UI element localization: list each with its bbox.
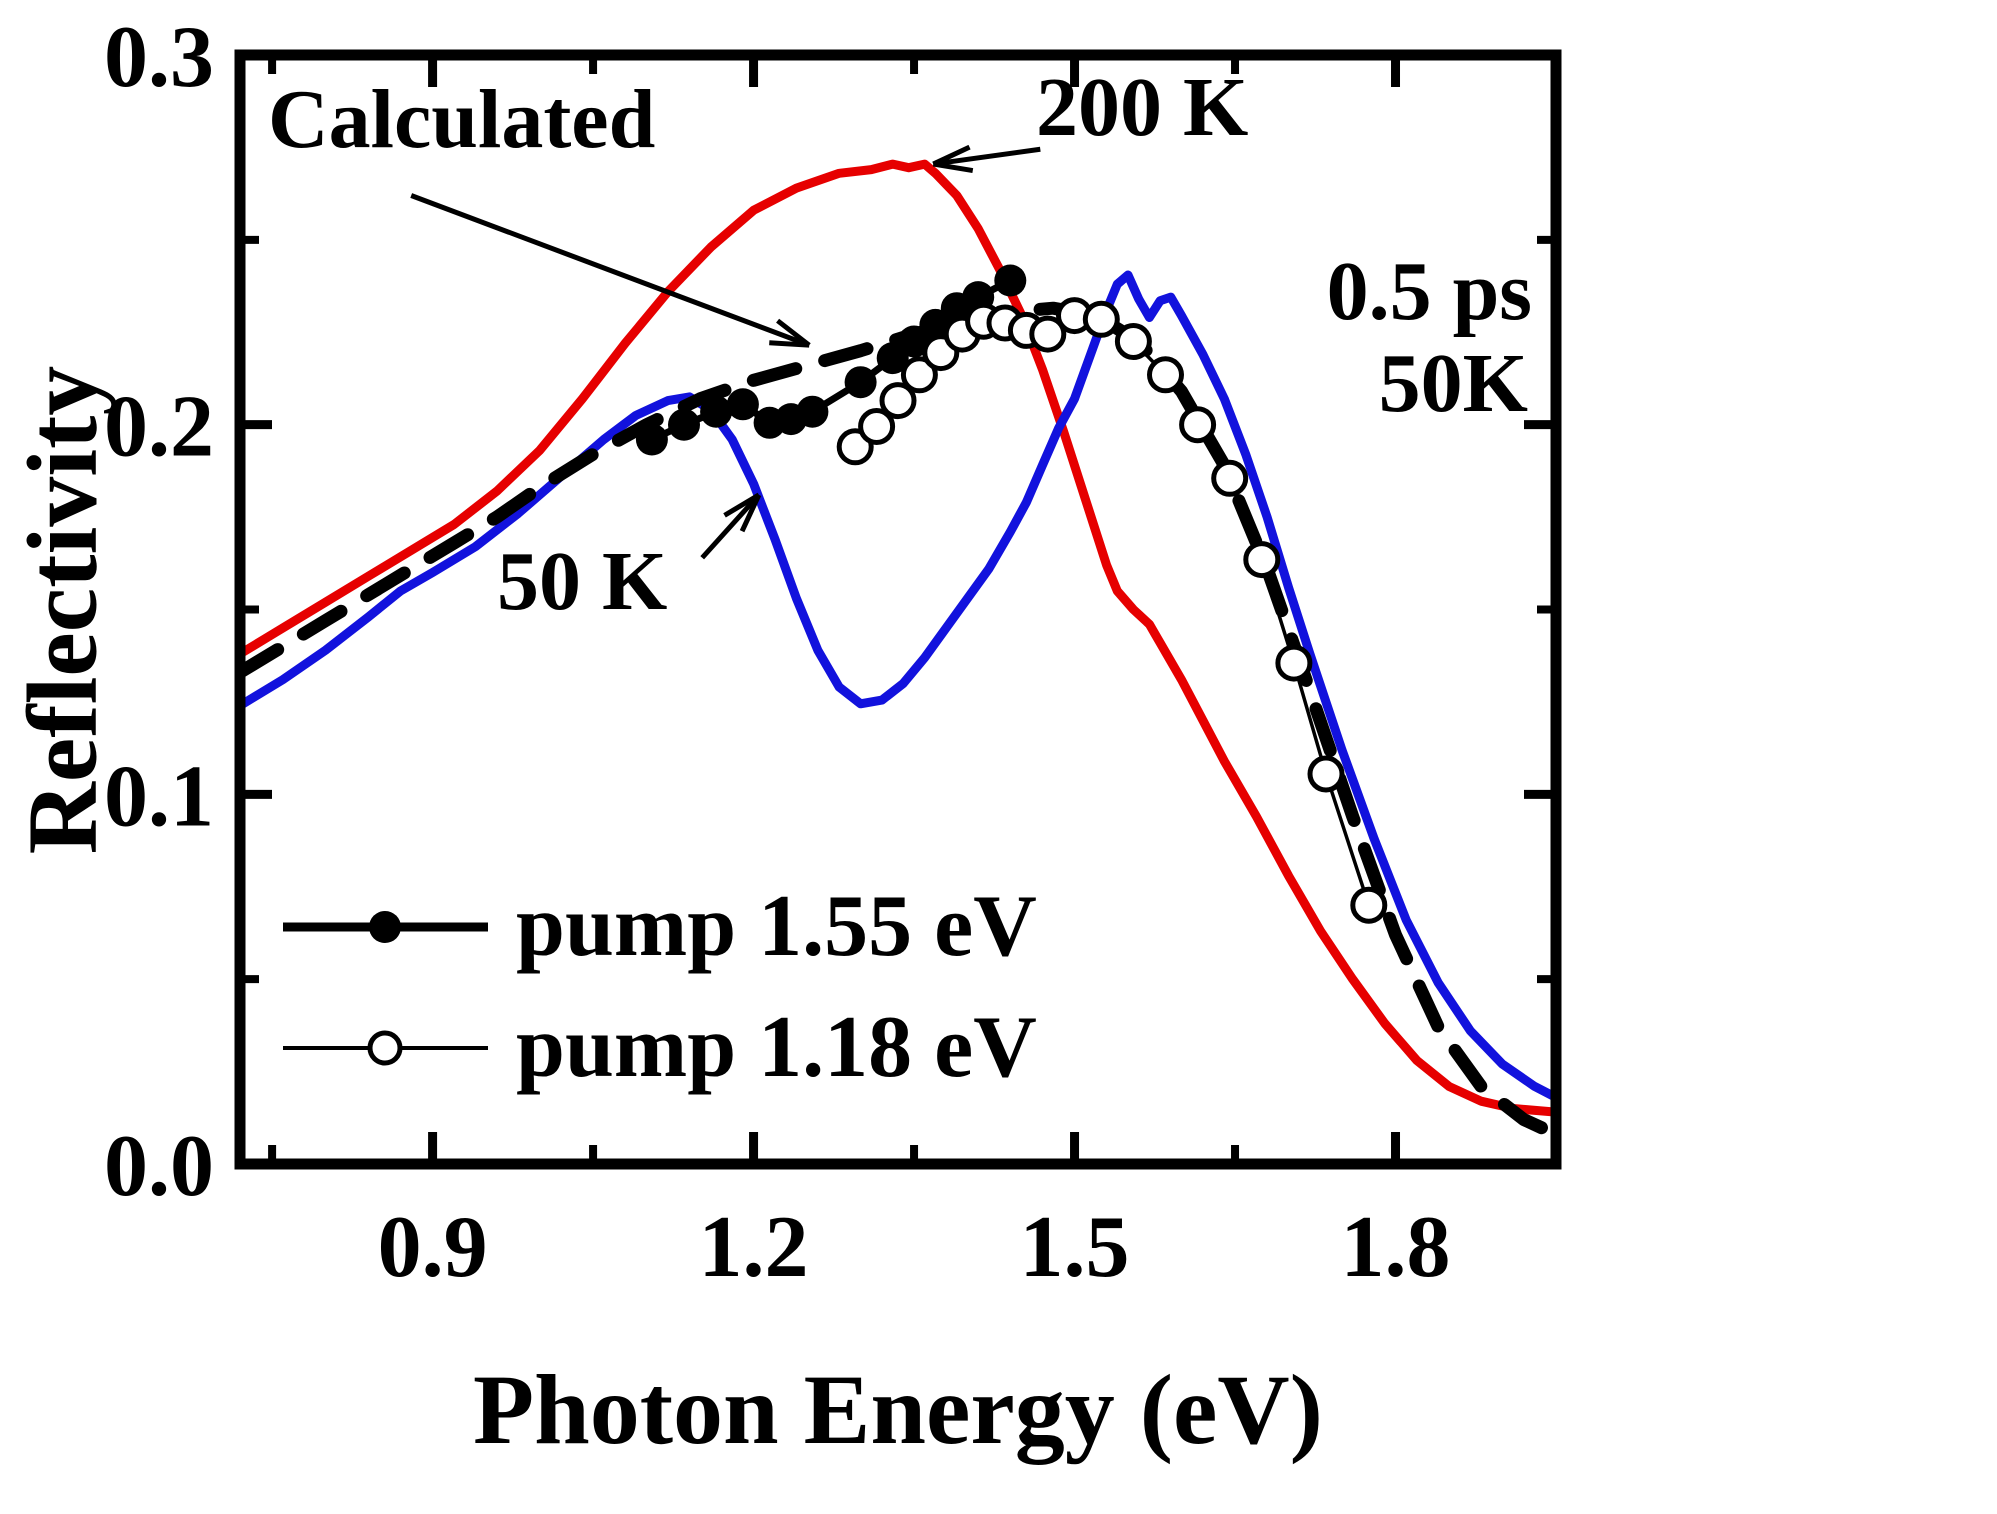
open-circle-marker — [1350, 886, 1388, 924]
filled-circle-marker — [994, 264, 1027, 297]
open-circle-marker — [1029, 315, 1067, 353]
axis-tick — [932, 146, 1041, 167]
y-tick-label: 0.0 — [104, 1118, 214, 1215]
axis-tick — [776, 318, 811, 348]
y-tick-label: 0.1 — [104, 748, 214, 845]
open-circle-marker — [858, 408, 896, 445]
open-circle-marker-icon — [283, 1030, 488, 1065]
y-axis-label: Reflectivity — [6, 365, 118, 855]
filled-circle-marker — [796, 395, 829, 428]
axis-tick — [700, 493, 761, 560]
open-circle-marker — [1114, 323, 1152, 360]
axis-tick — [932, 144, 971, 167]
y-tick-label: 0.3 — [104, 9, 214, 106]
x-tick-label: 0.9 — [378, 1199, 488, 1296]
x-tick-label: 1.2 — [699, 1199, 809, 1296]
filled-circle-marker — [726, 388, 759, 421]
x-tick-label: 1.8 — [1341, 1199, 1451, 1296]
legend-item-pump-155: pump 1.55 eV — [283, 876, 1037, 977]
series-curve-1 — [240, 270, 1556, 1102]
filled-circle-marker — [844, 366, 877, 399]
axis-tick — [723, 492, 761, 518]
legend-item-pump-118: pump 1.18 eV — [283, 997, 1037, 1098]
filled-circle-marker — [635, 423, 668, 456]
open-circle-marker — [1275, 644, 1313, 682]
open-circle-marker — [1243, 541, 1281, 579]
annotation-50k-curve: 50 K — [497, 535, 668, 628]
plot-frame — [234, 49, 1562, 1170]
open-circle-marker — [1179, 406, 1217, 444]
axis-tick — [739, 493, 762, 533]
annotation-pulse-width: 0.5 ps — [1326, 245, 1532, 338]
open-circle-marker — [1082, 300, 1120, 338]
x-tick-label: 1.5 — [1020, 1199, 1130, 1296]
open-circle-marker — [1147, 356, 1184, 394]
open-circle-marker — [1211, 459, 1249, 497]
filled-circle-marker-icon — [283, 910, 488, 943]
legend: pump 1.55 eV pump 1.18 eV — [283, 876, 1037, 1098]
filled-circle-marker — [700, 395, 733, 428]
axis-tick — [932, 161, 974, 173]
y-tick-label: 0.2 — [104, 379, 214, 476]
axis-tick — [769, 340, 810, 348]
x-axis-label: Photon Energy (eV) — [473, 1354, 1323, 1465]
axis-tick — [410, 193, 811, 348]
annotation-calculated: Calculated — [268, 73, 656, 166]
annotation-sample-temp: 50K — [1378, 337, 1528, 430]
filled-circle-marker — [668, 408, 700, 441]
open-circle-marker — [879, 382, 917, 420]
legend-label-pump-155: pump 1.55 eV — [516, 878, 1037, 975]
open-circle-marker — [900, 356, 938, 394]
legend-label-pump-118: pump 1.18 eV — [516, 999, 1037, 1096]
annotation-200k: 200 K — [1036, 61, 1249, 154]
open-circle-marker — [1307, 755, 1345, 793]
